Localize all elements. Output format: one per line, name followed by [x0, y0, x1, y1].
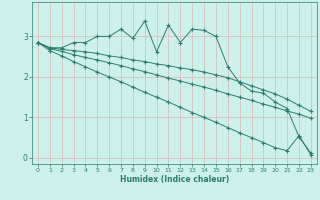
X-axis label: Humidex (Indice chaleur): Humidex (Indice chaleur) [120, 175, 229, 184]
